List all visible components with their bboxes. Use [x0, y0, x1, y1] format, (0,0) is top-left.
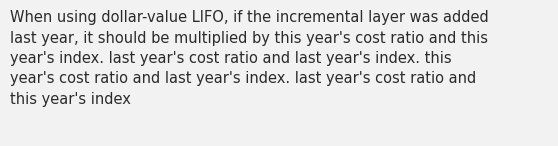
Text: last year, it should be multiplied by this year's cost ratio and this: last year, it should be multiplied by th…	[10, 31, 488, 46]
Text: this year's index: this year's index	[10, 92, 131, 107]
Text: year's cost ratio and last year's index. last year's cost ratio and: year's cost ratio and last year's index.…	[10, 72, 476, 86]
Text: year's index. last year's cost ratio and last year's index. this: year's index. last year's cost ratio and…	[10, 51, 451, 66]
Text: When using dollar-value LIFO, if the incremental layer was added: When using dollar-value LIFO, if the inc…	[10, 10, 489, 25]
